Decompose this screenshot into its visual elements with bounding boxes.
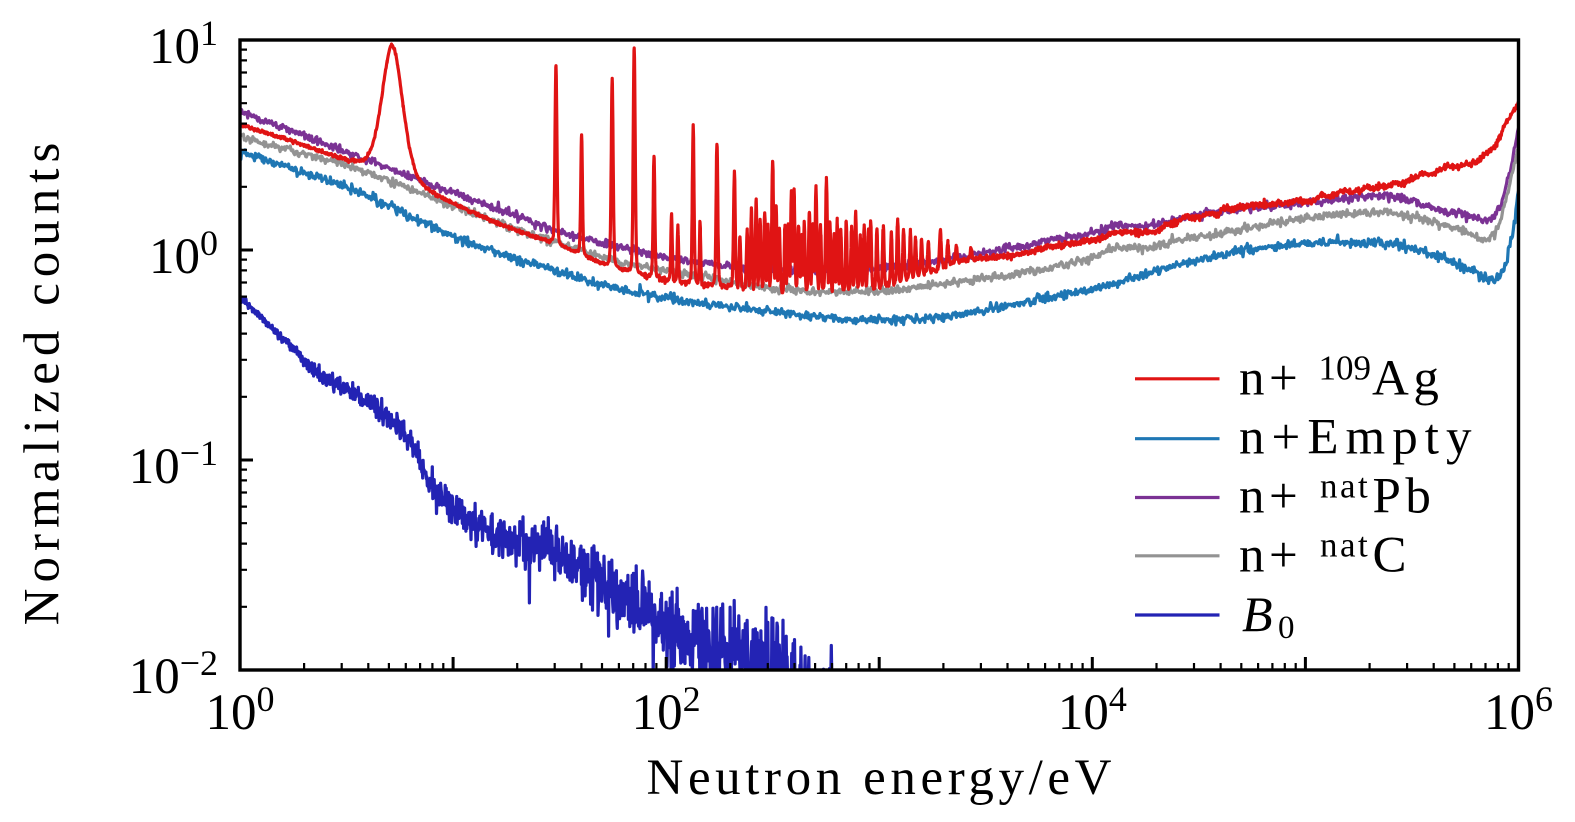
svg-text:Neutron energy/eV: Neutron energy/eV xyxy=(647,750,1117,806)
svg-text:0: 0 xyxy=(1278,610,1295,646)
svg-text:10−1: 10−1 xyxy=(129,433,218,495)
svg-text:101: 101 xyxy=(149,13,218,75)
svg-text:100: 100 xyxy=(206,679,275,741)
svg-text:B: B xyxy=(1242,586,1273,642)
svg-text:n+: n+ xyxy=(1239,528,1302,584)
svg-text:n+: n+ xyxy=(1239,469,1302,525)
svg-text:n+Empty: n+Empty xyxy=(1239,410,1476,466)
svg-text:n+: n+ xyxy=(1239,351,1302,407)
svg-text:109: 109 xyxy=(1319,349,1372,388)
svg-text:Normalized counts: Normalized counts xyxy=(15,137,71,626)
svg-text:nat: nat xyxy=(1320,525,1370,564)
svg-text:Pb: Pb xyxy=(1373,469,1436,525)
svg-text:Ag: Ag xyxy=(1372,351,1443,407)
svg-text:nat: nat xyxy=(1320,466,1370,505)
svg-text:C: C xyxy=(1373,528,1407,584)
